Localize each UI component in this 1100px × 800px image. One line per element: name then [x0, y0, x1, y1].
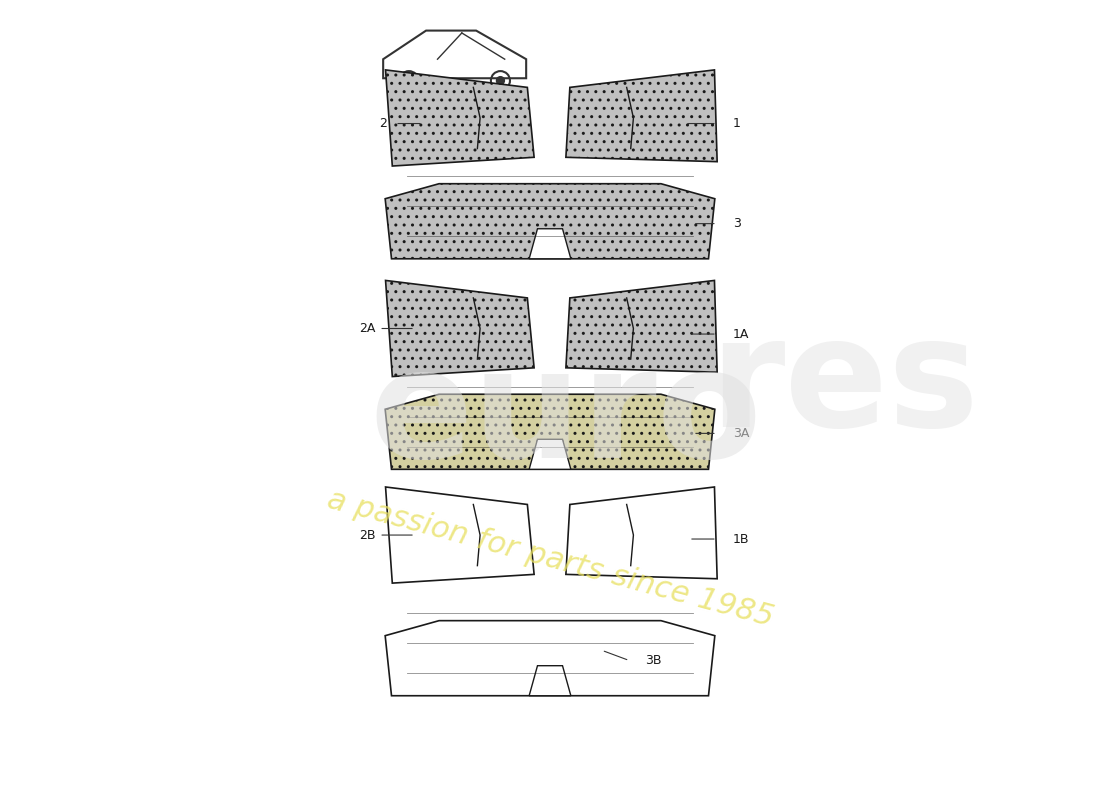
Polygon shape: [565, 281, 717, 372]
Polygon shape: [565, 487, 717, 578]
Text: 2B: 2B: [360, 529, 376, 542]
Polygon shape: [385, 621, 715, 696]
Polygon shape: [383, 30, 526, 78]
Polygon shape: [385, 487, 535, 583]
Text: 2A: 2A: [360, 322, 376, 335]
Text: a passion for parts since 1985: a passion for parts since 1985: [323, 486, 777, 633]
Text: euro: euro: [370, 342, 762, 490]
Polygon shape: [385, 70, 535, 166]
Polygon shape: [529, 229, 571, 258]
Polygon shape: [385, 281, 535, 377]
Polygon shape: [385, 184, 715, 258]
Text: 1A: 1A: [733, 327, 749, 341]
Text: 3A: 3A: [733, 427, 749, 440]
Polygon shape: [529, 439, 571, 470]
Polygon shape: [529, 666, 571, 696]
Text: 1B: 1B: [733, 533, 749, 546]
Text: res: res: [708, 310, 979, 458]
Text: 3: 3: [733, 217, 740, 230]
Text: 2: 2: [379, 117, 387, 130]
Circle shape: [405, 77, 412, 85]
Circle shape: [496, 77, 505, 85]
Text: 1: 1: [733, 117, 740, 130]
Text: 3B: 3B: [646, 654, 662, 667]
Polygon shape: [565, 70, 717, 162]
Polygon shape: [385, 394, 715, 470]
